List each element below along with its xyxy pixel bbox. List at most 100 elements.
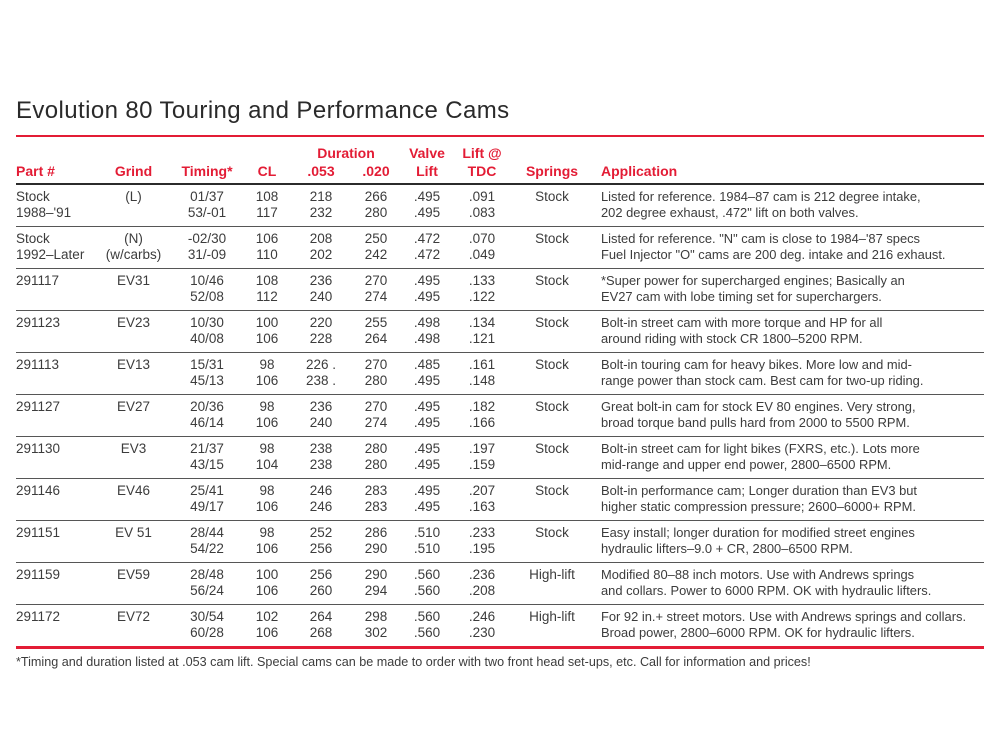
table-row: 291130 EV3 21/37 43/15 98 104 238 238 280 28… [16,436,984,479]
cell-valve-lift: .510.510 [413,524,441,557]
cell-application: Modified 80–88 inch motors. Use with And… [601,566,932,599]
header-row-top: Duration Valve Lift @ [16,139,984,162]
table-row: 291146 EV46 25/41 49/17 98 106 246 246 283 2… [16,478,984,521]
cell-springs: Stock [535,188,569,204]
cell-springs: Stock [535,482,569,498]
cell-duration-020: 270 274 [364,398,388,431]
header-valve-lift: Lift [416,163,438,179]
header-lift-tdc: TDC [467,163,497,179]
cell-duration-053: 238 238 [309,440,333,473]
cell-valve-lift: .495.495 [413,440,441,473]
cell-timing: -02/30 31/-09 [187,230,227,263]
header-lift-at-line1: Lift @ [462,145,502,161]
header-grind: Grind [114,163,153,179]
cell-application: Bolt-in street cam for light bikes (FXRS… [601,440,920,473]
cell-part-number: 291127 [16,398,61,414]
header-duration-053: .053 [307,163,335,179]
cell-centerline: 108 112 [255,272,279,305]
table-row: Stock 1992–Later (N) (w/carbs) -02/30 31/-0… [16,226,984,269]
cell-grind: EV46 [116,482,151,498]
header-application: Application [601,163,678,179]
cell-duration-020: 283 283 [364,482,388,515]
cell-application: Easy install; longer duration for modifi… [601,524,915,557]
header-duration-020: .020 [362,163,390,179]
cell-centerline: 108 117 [255,188,279,221]
cell-lift-at-tdc: .246.230 [468,608,496,641]
header-spacer [96,139,171,162]
cell-springs: Stock [535,272,569,288]
header-duration: Duration [317,145,375,161]
cell-duration-020: 255 264 [364,314,388,347]
cell-application: Bolt-in street cam with more torque and … [601,314,883,347]
cell-valve-lift: .560.560 [413,608,441,641]
cell-springs: Stock [535,524,569,540]
table-row: 291159 EV59 28/48 56/24 100 106 256 260 290… [16,562,984,605]
header-cl: CL [257,163,277,179]
cams-spec-table: Duration Valve Lift @ Part # Grind Timin… [16,139,984,646]
cell-centerline: 98 106 [255,398,279,431]
cell-application: Great bolt-in cam for stock EV 80 engine… [601,398,916,431]
cell-duration-053: 226 . 238 . [305,356,337,389]
cell-centerline: 98 106 [255,482,279,515]
cell-part-number: 291159 [16,566,61,582]
table-row: 291123 EV23 10/30 40/08 100 106 220 228 255… [16,310,984,353]
header-spacer [593,139,984,162]
header-part: Part # [16,163,55,179]
cell-duration-020: 266 280 [364,188,388,221]
cell-lift-at-tdc: .133.122 [468,272,496,305]
cell-duration-020: 298 302 [364,608,388,641]
cell-centerline: 102 106 [255,608,279,641]
cell-lift-at-tdc: .161.148 [468,356,496,389]
cell-grind: EV59 [116,566,151,582]
cell-springs: Stock [535,356,569,372]
table-header: Duration Valve Lift @ Part # Grind Timin… [16,139,984,184]
cell-valve-lift: .495.495 [413,272,441,305]
cell-valve-lift: .495.495 [413,188,441,221]
title-rule [16,135,984,137]
cell-part-number: 291151 [16,524,61,540]
cell-grind: (N) (w/carbs) [105,230,162,263]
cell-timing: 28/48 56/24 [190,566,224,599]
cell-duration-053: 252 256 [309,524,333,557]
header-spacer [171,139,243,162]
cell-part-number: Stock 1992–Later [16,230,85,263]
cell-grind: EV27 [116,398,151,414]
cell-timing: 21/37 43/15 [190,440,224,473]
cell-application: For 92 in.+ street motors. Use with Andr… [601,608,967,641]
cell-duration-053: 246 246 [309,482,333,515]
cell-application: Listed for reference. 1984–87 cam is 212… [601,188,921,221]
cell-valve-lift: .495.495 [413,482,441,515]
cell-part-number: 291146 [16,482,61,498]
cell-duration-053: 218 232 [309,188,333,221]
cell-lift-at-tdc: .091.083 [468,188,496,221]
table-row: 291127 EV27 20/36 46/14 98 106 236 240 270 2… [16,394,984,437]
cell-part-number: 291172 [16,608,61,624]
table-row: 291172 EV72 30/54 60/28 102 106 264 268 298… [16,604,984,647]
cell-application: Bolt-in touring cam for heavy bikes. Mor… [601,356,924,389]
table-body: Stock 1988–'91 (L) 01/37 53/-01 108 117 218… [16,184,984,646]
cell-grind: EV23 [116,314,151,330]
cell-grind: EV3 [120,440,147,456]
cell-centerline: 100 106 [255,314,279,347]
cell-part-number: 291130 [16,440,61,456]
cell-grind: EV13 [116,356,151,372]
cell-timing: 20/36 46/14 [190,398,224,431]
cell-valve-lift: .485.495 [413,356,441,389]
table-row: 291151 EV 51 28/44 54/22 98 106 252 256 286… [16,520,984,563]
cell-part-number: 291117 [16,272,60,288]
header-springs: Springs [525,163,579,179]
cell-duration-020: 250 242 [364,230,388,263]
cell-duration-020: 270 274 [364,272,388,305]
cell-springs: Stock [535,230,569,246]
cell-valve-lift: .560.560 [413,566,441,599]
header-timing: Timing* [181,163,233,179]
cell-lift-at-tdc: .070.049 [468,230,496,263]
cell-springs: Stock [535,440,569,456]
cell-application: *Super power for supercharged engines; B… [601,272,905,305]
cell-timing: 10/46 52/08 [190,272,224,305]
cell-grind: EV31 [116,272,151,288]
cell-timing: 15/31 45/13 [190,356,224,389]
cell-centerline: 98 106 [255,524,279,557]
cell-duration-020: 270 280 [364,356,388,389]
cell-lift-at-tdc: .236.208 [468,566,496,599]
